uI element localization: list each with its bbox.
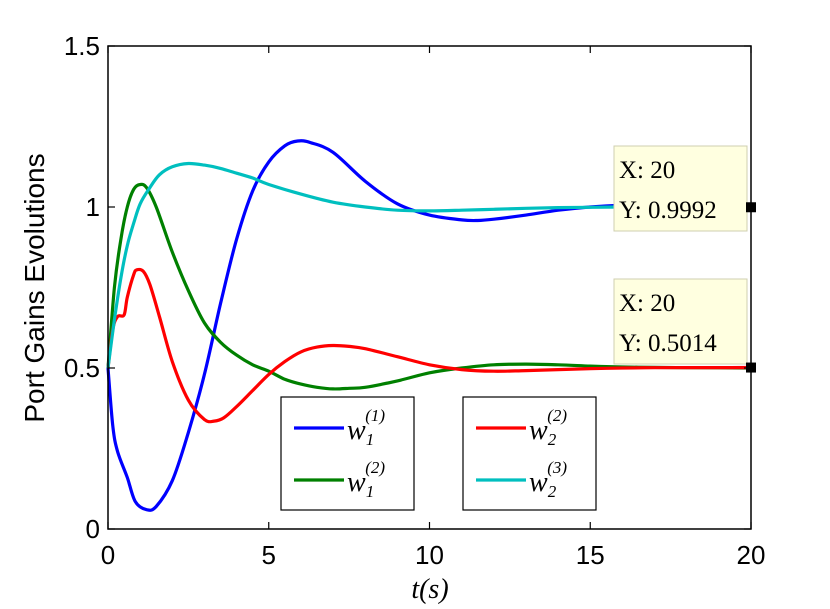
legend-box-2: w2(2) w2(3) bbox=[462, 396, 597, 511]
datatip-x-label: X: 20 bbox=[619, 157, 675, 184]
datatip-y-label: Y: 0.5014 bbox=[619, 330, 717, 357]
y-tick-label: 0 bbox=[86, 514, 100, 544]
datatip: X: 20 Y: 0.9992 bbox=[613, 145, 756, 232]
legend-layer: w1(1) w1(2) w2(2) w2(3) bbox=[280, 396, 597, 511]
series-line-w1_2 bbox=[106, 182, 752, 391]
datatip-y-label: Y: 0.9992 bbox=[619, 197, 717, 224]
datatips-layer: X: 20 Y: 0.9992 X: 20 Y: 0.5014 bbox=[613, 145, 756, 373]
legend-label-w1_1: w1(1) bbox=[347, 406, 385, 449]
datatip-box bbox=[613, 145, 748, 232]
legend-frame bbox=[462, 396, 597, 511]
x-tick-label: 10 bbox=[415, 540, 444, 570]
y-tick-label: 1 bbox=[86, 192, 100, 222]
y-tick-label: 0.5 bbox=[64, 353, 100, 383]
legend-label-w2_3: w2(3) bbox=[529, 458, 567, 501]
datatip-marker bbox=[746, 202, 756, 213]
series-line-w2_2 bbox=[106, 267, 752, 424]
y-axis-label: Port Gains Evolutions bbox=[19, 153, 50, 422]
datatip: X: 20 Y: 0.5014 bbox=[613, 278, 756, 373]
datatip-box bbox=[613, 278, 748, 365]
x-tick-label: 15 bbox=[576, 540, 605, 570]
x-tick-label: 20 bbox=[737, 540, 766, 570]
ticks-layer: 0 5 10 15 20 0 0.5 1 1.5 bbox=[64, 31, 766, 570]
x-tick-label: 0 bbox=[101, 540, 115, 570]
series-layer bbox=[106, 139, 752, 512]
legend-box-1: w1(1) w1(2) bbox=[280, 396, 415, 511]
datatip-marker bbox=[746, 362, 756, 373]
legend-label-w1_2: w1(2) bbox=[347, 458, 385, 501]
datatip-x-label: X: 20 bbox=[619, 290, 675, 317]
x-axis-label: t(s) bbox=[411, 574, 448, 605]
series-line-w2_3 bbox=[106, 161, 752, 369]
legend-frame bbox=[280, 396, 415, 511]
legend-label-w2_2: w2(2) bbox=[529, 406, 567, 449]
x-tick-label: 5 bbox=[262, 540, 276, 570]
y-tick-label: 1.5 bbox=[64, 31, 100, 61]
